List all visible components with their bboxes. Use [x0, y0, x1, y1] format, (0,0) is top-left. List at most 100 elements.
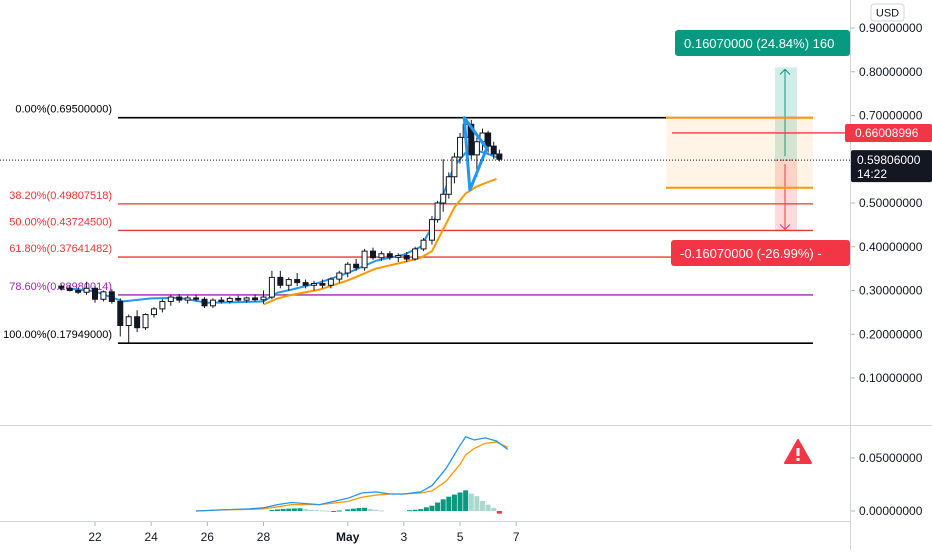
candle [235, 295, 242, 302]
candle-body [108, 291, 115, 302]
candle-body [420, 239, 427, 250]
histogram-bar [350, 508, 356, 511]
candle [268, 270, 275, 300]
fib-level-label: 100.00%(0.17949000) [3, 329, 112, 341]
candle-body [167, 296, 174, 302]
candle-body [386, 253, 393, 258]
histogram-bar [297, 508, 303, 511]
candle [420, 238, 427, 252]
candlestick-series [58, 117, 503, 343]
candle [378, 251, 385, 261]
candle [75, 287, 82, 294]
price-tick-label: 0.10000000 [859, 371, 923, 385]
candle [243, 296, 250, 303]
candle-body [473, 141, 480, 156]
candle-body [268, 276, 275, 298]
candle-body [75, 290, 82, 293]
candle-body [134, 316, 141, 329]
candle-body [92, 287, 98, 300]
candle-body [226, 297, 233, 302]
histogram-bar [429, 505, 435, 511]
candle [58, 284, 65, 291]
histogram-bar [325, 510, 331, 512]
time-tick-label: 3 [401, 530, 408, 544]
candle-body [66, 287, 73, 291]
candle-body [302, 282, 309, 286]
warning-icon[interactable] [784, 439, 812, 464]
histogram-bar [319, 510, 325, 512]
axes: 22 24 26 28 May 3 5 7 0.90000000 0.80000000 0.7000… [88, 21, 922, 544]
current-price-label: 0.59806000 [857, 153, 921, 167]
currency-label: USD [876, 8, 899, 20]
candle-body [58, 285, 65, 289]
candle [496, 149, 503, 162]
histogram-bar [367, 508, 373, 511]
histogram-bar [496, 511, 502, 514]
histogram-bar [485, 504, 491, 511]
candle-body [285, 279, 292, 286]
histogram-bar [491, 507, 497, 511]
position-tool[interactable]: 0.16070000 (24.84%) 160 -0.16070000 (-26.… [666, 30, 850, 266]
time-tick-label: 5 [457, 530, 464, 544]
price-tick-label: 0.40000000 [859, 240, 923, 254]
loss-arrowhead [779, 224, 791, 231]
histogram-bar [474, 496, 480, 511]
candle [353, 259, 360, 271]
candle-body [319, 283, 326, 286]
profit-arrowhead [779, 68, 791, 75]
histogram-bar [331, 511, 337, 512]
candle [83, 281, 90, 295]
profit-zone[interactable] [775, 67, 797, 161]
candle-body [252, 297, 259, 301]
candle-body [353, 263, 360, 269]
histogram-bar [435, 502, 441, 511]
candle-body [403, 255, 410, 260]
triangle-drawing[interactable] [462, 116, 489, 192]
histogram-bar [412, 509, 418, 511]
bar-countdown-label: 14:22 [857, 167, 887, 181]
candle [100, 290, 107, 302]
candle [361, 248, 368, 271]
candle [412, 246, 419, 261]
time-tick-label: 22 [88, 530, 102, 544]
fib-level-label: 0.00%(0.69500000) [15, 104, 112, 116]
candle-body [395, 255, 402, 258]
ema-slow-line [263, 177, 497, 306]
price-tick-label: 0.20000000 [859, 327, 923, 341]
candle [311, 280, 318, 291]
candle [386, 251, 393, 260]
triangle-shape[interactable] [462, 116, 489, 192]
currency-badge[interactable]: USD [870, 3, 905, 22]
candle-body [83, 287, 90, 293]
loss-zone[interactable] [775, 160, 797, 232]
candle [125, 314, 132, 343]
fib-level-label: 61.80%(0.37641482) [9, 243, 112, 255]
macd-oscillator [196, 436, 509, 514]
candle-body [412, 248, 419, 260]
candle [92, 286, 98, 303]
candle-body [235, 297, 242, 301]
histogram-bar [463, 490, 469, 511]
candle [294, 273, 301, 287]
histogram-bar [373, 509, 379, 511]
level-price-tag-label: 0.66008996 [855, 126, 919, 140]
fibonacci-retracement[interactable]: 0.00%(0.69500000) 38.20%(0.49807518) 50.00… [3, 104, 813, 345]
candle [134, 310, 141, 333]
level-price-tag [845, 123, 932, 142]
candle [490, 141, 497, 160]
histogram-bar [356, 508, 362, 511]
candle [319, 279, 326, 289]
macd-line [196, 436, 509, 512]
candle [451, 152, 458, 184]
loss-label-box[interactable] [671, 240, 850, 266]
histogram-bar [457, 492, 463, 511]
osc-tick-label: 0.05000000 [859, 451, 923, 465]
candle [218, 297, 225, 304]
current-price-tag [851, 150, 932, 183]
profit-label-box[interactable] [675, 30, 850, 56]
candle [369, 247, 376, 260]
